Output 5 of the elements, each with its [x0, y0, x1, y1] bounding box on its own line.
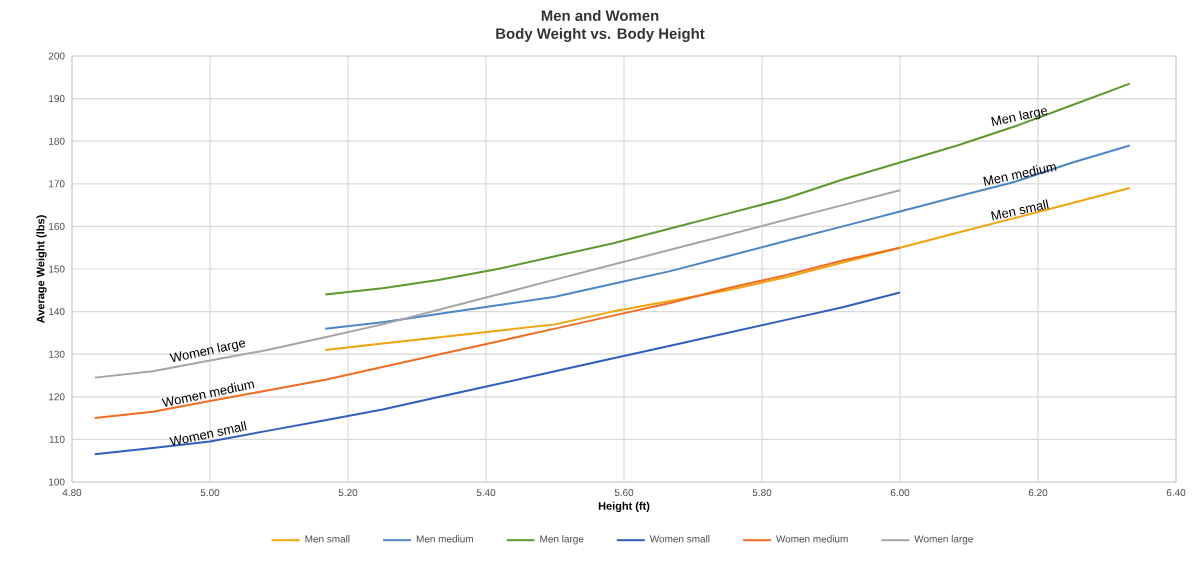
line-series	[93, 189, 902, 379]
line-series	[324, 144, 1131, 330]
line-series	[324, 187, 1131, 351]
line-series	[324, 82, 1131, 296]
line-series	[93, 246, 902, 420]
